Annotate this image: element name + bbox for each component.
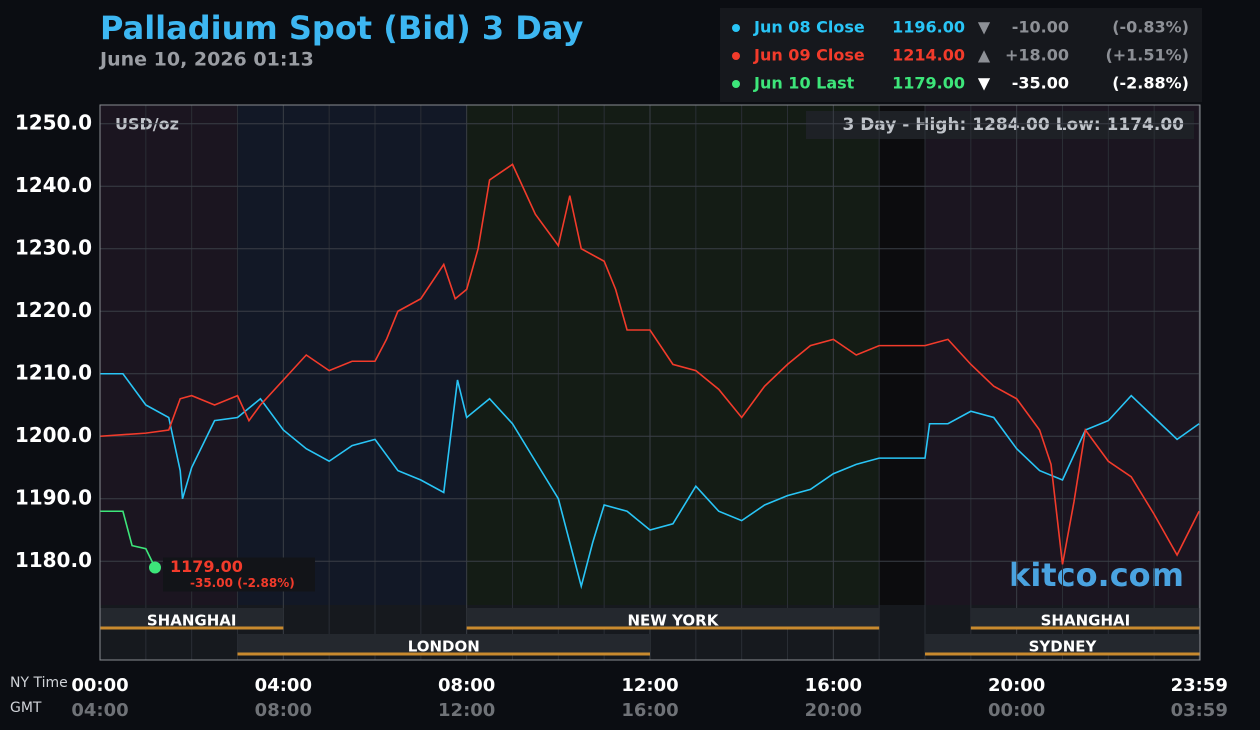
session-label: LONDON (408, 638, 480, 656)
series-line (100, 510, 156, 568)
range-label: 3 Day - High: 1284.00 Low: 1174.00 (842, 115, 1184, 135)
session-bar (970, 608, 1200, 628)
y-tick-label: 1200.0 (15, 423, 92, 447)
legend-arrow: ▲ (978, 46, 991, 65)
legend-close: 1214.00 (892, 46, 965, 65)
x-tick-label: 00:00 (71, 675, 128, 696)
y-tick-label: 1240.0 (15, 173, 92, 197)
x-tick-label: 20:00 (988, 675, 1045, 696)
x2-tick-label: 08:00 (255, 700, 312, 721)
legend-change: -10.00 (1012, 18, 1069, 37)
legend-close: 1196.00 (892, 18, 965, 37)
legend-name: Jun 10 Last (753, 74, 855, 93)
plot-frame (99, 104, 1201, 661)
series-line (99, 163, 1200, 565)
x-tick-label: 12:00 (621, 675, 678, 696)
y-tick-label: 1210.0 (15, 360, 92, 384)
legend-change: +18.00 (1005, 46, 1069, 65)
legend-box (720, 8, 1202, 102)
y-tick-label: 1220.0 (15, 298, 92, 322)
series-line (100, 372, 1200, 590)
x2-tick-label: 03:59 (1171, 700, 1228, 721)
band (466, 105, 879, 605)
subtitle: June 10, 2026 01:13 (98, 49, 314, 71)
x-tick-label: 23:59 (1171, 675, 1228, 696)
session-label: SHANGHAI (147, 612, 237, 630)
band (879, 105, 925, 605)
band (100, 105, 237, 605)
x-tick-label: 16:00 (805, 675, 862, 696)
x2-tick-label: 20:00 (805, 700, 862, 721)
x2-tick-label: 04:00 (71, 700, 128, 721)
x2-axis-label: GMT (10, 700, 42, 716)
last-change-label: -35.00 (-2.88%) (190, 576, 295, 590)
y-tick-label: 1180.0 (15, 548, 92, 572)
legend-marker (732, 80, 740, 88)
last-point (149, 561, 161, 574)
legend-pct: (+1.51%) (1105, 46, 1189, 65)
session-bar (100, 608, 284, 628)
legend-name: Jun 09 Close (753, 46, 865, 65)
session-bar (237, 634, 650, 654)
legend-change: -35.00 (1012, 74, 1069, 93)
legend-marker (732, 52, 740, 60)
last-value-label: 1179.00 (170, 557, 243, 576)
legend-arrow: ▼ (978, 74, 991, 93)
session-bar (466, 608, 880, 628)
legend-arrow: ▼ (978, 18, 991, 37)
y-tick-label: 1230.0 (15, 235, 92, 259)
y-tick-label: 1190.0 (15, 485, 92, 509)
x-tick-label: 08:00 (438, 675, 495, 696)
session-label: NEW YORK (628, 612, 720, 630)
session-label: SHANGHAI (1041, 612, 1131, 630)
x-axis-label: NY Time (10, 675, 68, 691)
chart-title: Palladium Spot (Bid) 3 Day (100, 9, 583, 47)
session-bar (925, 634, 1200, 654)
legend-pct: (-0.83%) (1112, 18, 1189, 37)
legend-pct: (-2.88%) (1112, 74, 1189, 93)
legend-marker (732, 24, 740, 32)
band (237, 105, 466, 605)
legend-close: 1179.00 (892, 74, 965, 93)
x2-tick-label: 16:00 (621, 700, 678, 721)
last-label-box (163, 557, 315, 592)
x-tick-label: 04:00 (255, 675, 312, 696)
x2-tick-label: 00:00 (988, 700, 1045, 721)
range-box (806, 111, 1194, 139)
y-tick-label: 1250.0 (15, 110, 92, 134)
session-label: SYDNEY (1029, 638, 1098, 656)
legend-name: Jun 08 Close (753, 18, 865, 37)
x2-tick-label: 12:00 (438, 700, 495, 721)
brand: kitco.com (1009, 556, 1184, 594)
